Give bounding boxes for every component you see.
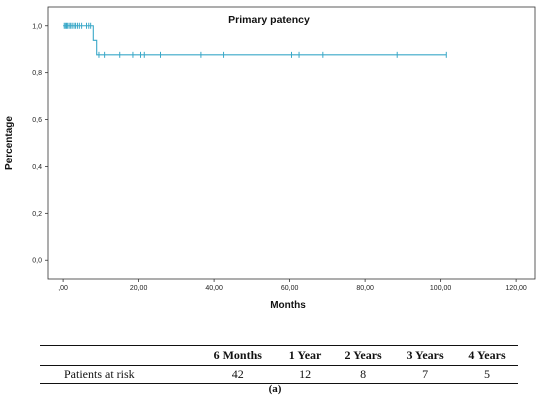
y-tick-label: 0,2 xyxy=(32,211,42,218)
risk-header-cell: 3 Years xyxy=(394,345,457,366)
risk-table-row: Patients at risk 42 12 8 7 5 xyxy=(40,365,518,384)
x-tick-label: 100,00 xyxy=(430,285,452,292)
plot-frame xyxy=(47,6,536,280)
x-tick-label: 40,00 xyxy=(205,285,223,292)
y-tick-label: 0,0 xyxy=(32,258,42,265)
x-axis-title: Months xyxy=(270,300,306,311)
x-tick-label: ,00 xyxy=(58,285,68,292)
y-ticks: 0,0 0,2 0,4 0,6 0,8 1,0 xyxy=(32,23,48,265)
x-tick-label: 80,00 xyxy=(356,285,374,292)
y-tick-label: 0,6 xyxy=(32,117,42,124)
risk-table: 6 Months 1 Year 2 Years 3 Years 4 Years … xyxy=(40,345,518,384)
risk-value-cell: 42 xyxy=(197,365,278,384)
risk-header-cell xyxy=(40,345,198,366)
x-ticks: ,00 20,00 40,00 60,00 80,00 100,00 120,00 xyxy=(58,279,527,292)
x-tick-label: 20,00 xyxy=(130,285,148,292)
risk-value-cell: 5 xyxy=(456,365,518,384)
risk-header-cell: 1 Year xyxy=(278,345,333,366)
risk-header-cell: 4 Years xyxy=(456,345,518,366)
y-tick-label: 1,0 xyxy=(32,23,42,30)
km-chart: 0,0 0,2 0,4 0,6 0,8 1,0 ,00 20,00 40,00 60,00 80,… xyxy=(4,6,536,311)
x-tick-label: 120,00 xyxy=(505,285,527,292)
risk-header-cell: 2 Years xyxy=(332,345,395,366)
risk-row-label: Patients at risk xyxy=(40,365,198,384)
risk-value-cell: 8 xyxy=(332,365,395,384)
y-tick-label: 0,8 xyxy=(32,70,42,77)
risk-value-cell: 12 xyxy=(278,365,333,384)
y-axis-title: Percentage xyxy=(4,116,15,170)
survival-step-line xyxy=(63,25,447,56)
figure-caption: (a) xyxy=(268,383,282,395)
risk-header-cell: 6 Months xyxy=(197,345,278,366)
chart-title: Primary patency xyxy=(228,14,310,26)
risk-table-header-row: 6 Months 1 Year 2 Years 3 Years 4 Years xyxy=(40,345,518,366)
risk-value-cell: 7 xyxy=(394,365,457,384)
y-tick-label: 0,4 xyxy=(32,164,42,171)
x-tick-label: 60,00 xyxy=(281,285,299,292)
series-layer xyxy=(63,22,447,58)
